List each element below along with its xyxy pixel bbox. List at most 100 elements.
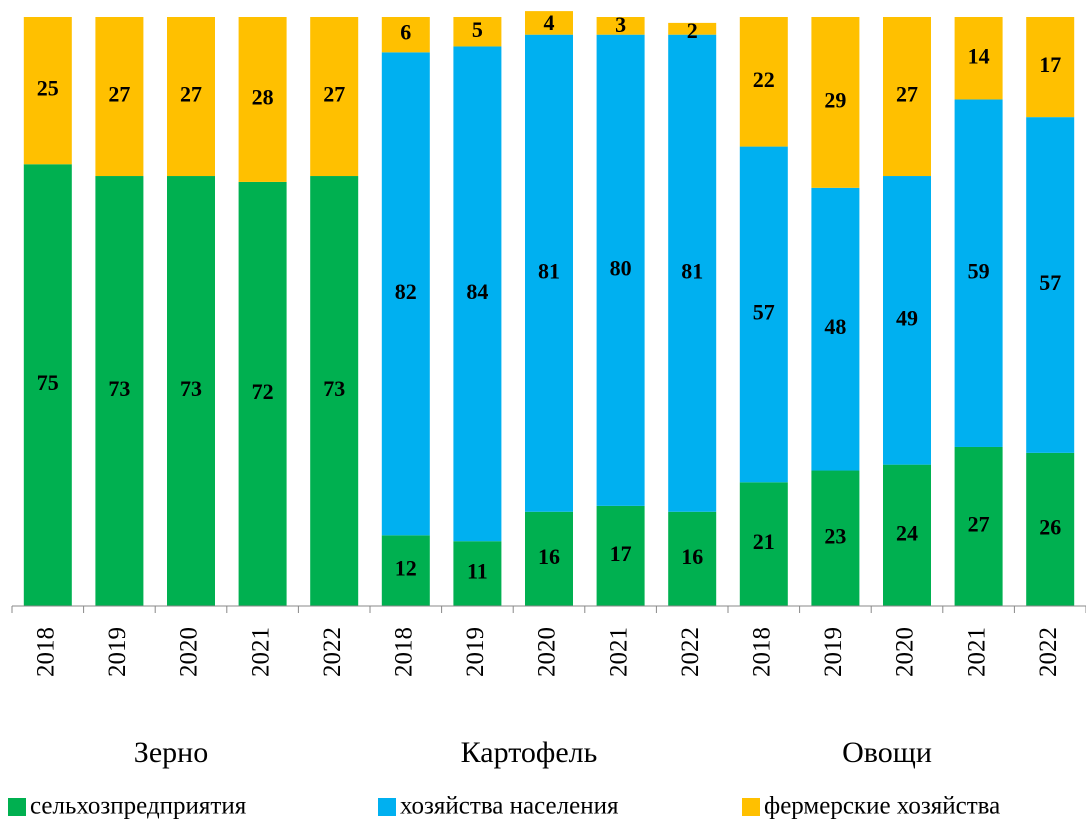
bar-segment <box>167 176 215 606</box>
x-tick-label: 2019 <box>104 627 131 677</box>
bar-segment <box>453 46 502 542</box>
value-label: 2 <box>687 18 698 43</box>
value-label: 27 <box>108 82 130 107</box>
value-label: 27 <box>896 82 918 107</box>
x-tick-label: 2018 <box>749 627 776 677</box>
value-label: 57 <box>753 299 775 324</box>
bar-segment <box>95 17 144 177</box>
bar-segment <box>453 541 502 606</box>
bar-segment <box>238 181 287 607</box>
bar-segment <box>238 17 287 182</box>
value-label: 73 <box>180 376 202 401</box>
value-label: 82 <box>395 279 417 304</box>
bar-segment <box>811 187 860 471</box>
x-tick-label: 2022 <box>1035 627 1062 677</box>
x-tick-label: 2018 <box>33 627 60 677</box>
legend-swatch <box>742 798 760 816</box>
bar-segment <box>453 17 502 47</box>
x-tick-label: 2020 <box>176 627 203 677</box>
bar-segment <box>668 511 717 606</box>
bar-segment <box>596 505 645 606</box>
bar-segment <box>525 11 573 35</box>
bar-segment <box>1026 117 1075 453</box>
x-tick-label: 2022 <box>319 627 346 677</box>
legend-label: сельхозпредприятия <box>30 793 247 820</box>
bar-segment <box>310 176 359 606</box>
value-label: 28 <box>252 85 274 110</box>
bar-segment <box>596 17 645 35</box>
value-label: 29 <box>824 87 846 112</box>
value-label: 75 <box>37 370 59 395</box>
bar-segment <box>883 17 931 177</box>
legend-label: хозяйства населения <box>400 793 619 820</box>
value-label: 25 <box>37 76 59 101</box>
bar-segment <box>310 17 359 177</box>
value-label: 16 <box>681 544 703 569</box>
group-label: Овощи <box>842 736 932 769</box>
bar-segment <box>954 99 1003 447</box>
value-label: 84 <box>466 279 488 304</box>
value-label: 17 <box>1039 52 1061 77</box>
bar-segment <box>525 34 573 512</box>
legend-swatch <box>8 798 26 816</box>
bar-segment <box>883 176 931 465</box>
x-tick-label: 2021 <box>247 627 274 677</box>
bar-segment <box>525 511 573 606</box>
value-label: 17 <box>610 541 632 566</box>
x-tick-label: 2022 <box>677 627 704 677</box>
value-label: 6 <box>400 20 411 45</box>
bar-segment <box>954 17 1003 100</box>
x-tick-label: 2020 <box>892 627 919 677</box>
value-label: 81 <box>681 258 703 283</box>
value-label: 11 <box>467 559 488 584</box>
value-label: 80 <box>610 255 632 280</box>
value-label: 16 <box>538 544 560 569</box>
value-label: 24 <box>896 520 918 545</box>
value-label: 27 <box>323 82 345 107</box>
value-label: 27 <box>968 512 990 537</box>
bar-segment <box>739 482 788 606</box>
bar-segment <box>811 470 860 606</box>
x-tick-label: 2020 <box>534 627 561 677</box>
bar-segment <box>883 464 931 606</box>
bar-segment <box>23 164 72 606</box>
bar-segment <box>1026 17 1075 118</box>
bar-segment <box>739 17 788 147</box>
x-tick-label: 2019 <box>820 627 847 677</box>
x-tick-label: 2019 <box>462 627 489 677</box>
bar-segment <box>668 22 717 35</box>
bar-segment <box>381 52 430 536</box>
value-label: 57 <box>1039 270 1061 295</box>
bar-segment <box>381 535 430 606</box>
value-label: 22 <box>753 67 775 92</box>
bar-segment <box>95 176 144 606</box>
bar-segment <box>668 34 717 512</box>
bar-segment <box>23 17 72 165</box>
value-label: 49 <box>896 305 918 330</box>
bar-segment <box>954 446 1003 606</box>
x-tick-label: 2021 <box>605 627 632 677</box>
value-label: 81 <box>538 258 560 283</box>
value-label: 23 <box>824 523 846 548</box>
value-label: 4 <box>544 10 555 35</box>
legend-swatch <box>378 798 396 816</box>
bar-segment <box>1026 452 1075 606</box>
value-label: 73 <box>323 376 345 401</box>
group-label: Зерно <box>134 736 208 769</box>
value-label: 73 <box>108 376 130 401</box>
value-label: 14 <box>968 43 990 68</box>
value-label: 21 <box>753 529 775 554</box>
value-label: 26 <box>1039 514 1061 539</box>
bar-segment <box>596 34 645 506</box>
group-label: Картофель <box>461 736 598 769</box>
value-label: 72 <box>252 379 274 404</box>
x-tick-label: 2021 <box>963 627 990 677</box>
value-label: 48 <box>824 314 846 339</box>
x-tick-label: 2018 <box>391 627 418 677</box>
bar-segment <box>167 17 215 177</box>
legend-label: фермерские хозяйства <box>764 793 1000 820</box>
value-label: 12 <box>395 556 417 581</box>
value-label: 3 <box>615 12 626 37</box>
